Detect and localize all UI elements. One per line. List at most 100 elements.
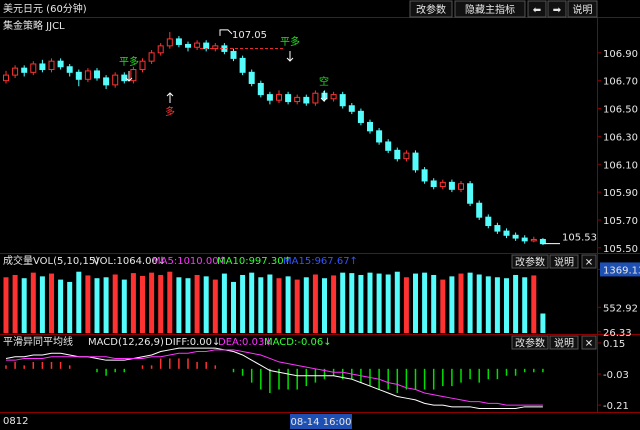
candle-body — [539, 238, 546, 245]
candle-body — [467, 183, 474, 204]
axis-highlight — [600, 262, 640, 277]
candle-body — [421, 169, 428, 182]
volume-bar — [394, 271, 400, 333]
volume-bar — [21, 278, 27, 333]
y-tick-label: 106.70 — [603, 77, 638, 88]
candle-body — [412, 152, 419, 171]
button-label[interactable]: 说明 — [573, 3, 593, 16]
y-tick-label: -0.21 — [603, 401, 629, 412]
y-tick-label: 552.92 — [603, 303, 638, 314]
button-label[interactable]: ✕ — [585, 258, 593, 269]
candle-body — [257, 82, 264, 96]
button-label[interactable]: 改参数 — [515, 337, 545, 350]
button[interactable] — [409, 0, 453, 18]
candle-body — [330, 94, 337, 100]
volume-bar — [458, 273, 464, 333]
button-label[interactable]: 隐藏主指标 — [465, 3, 515, 16]
volume-bar — [140, 275, 145, 333]
button-label[interactable]: 改参数 — [515, 256, 545, 269]
volume-bar — [385, 274, 391, 333]
volume-bar — [203, 276, 209, 333]
candle-body — [385, 141, 392, 151]
signal-arrow — [320, 91, 328, 102]
button[interactable] — [581, 254, 597, 269]
volume-bar — [194, 274, 200, 333]
candle-body — [230, 50, 237, 59]
y-tick-label: 0.15 — [603, 339, 625, 350]
candle-body — [239, 57, 246, 73]
candle-body — [439, 181, 446, 188]
volume-bar — [285, 276, 291, 333]
volume-bar — [331, 275, 337, 333]
button[interactable] — [567, 0, 598, 18]
y-tick-label: 106.50 — [603, 105, 638, 116]
button[interactable] — [511, 335, 549, 350]
macd-line — [5, 347, 543, 410]
signal-label: 平多 — [119, 55, 139, 68]
button[interactable] — [549, 335, 579, 350]
candle-body — [494, 225, 501, 232]
candle-body — [103, 77, 110, 86]
candle-body — [39, 63, 46, 71]
button-label[interactable]: ✕ — [585, 339, 593, 350]
button[interactable] — [581, 335, 597, 350]
candle-body — [30, 63, 37, 73]
volume-bar — [12, 274, 18, 333]
volume-bar — [221, 273, 227, 333]
volume-bar — [85, 275, 91, 333]
volume-bar — [376, 273, 382, 333]
volume-bar — [3, 277, 9, 333]
volume-bar — [240, 274, 246, 333]
button-label[interactable]: ➡ — [553, 5, 562, 16]
candle-body — [339, 94, 346, 107]
legend-text: DEA:0.03↓ — [218, 337, 273, 348]
legend-text: 成交量 — [3, 254, 33, 267]
volume-bar — [158, 274, 164, 333]
candle-body — [66, 66, 73, 73]
button[interactable] — [549, 254, 579, 269]
volume-bar — [167, 271, 173, 333]
cursor-time-box — [290, 414, 352, 429]
volume-bar — [540, 313, 546, 333]
candle-body — [194, 42, 201, 48]
button-label[interactable]: 改参数 — [416, 3, 446, 16]
candle-body — [12, 67, 19, 76]
signal-arrow — [286, 51, 294, 62]
volume-bar — [431, 274, 437, 333]
button[interactable] — [454, 0, 526, 18]
candle-body — [266, 94, 273, 101]
button-label[interactable]: 说明 — [554, 337, 574, 350]
volume-bar — [504, 278, 509, 333]
button[interactable] — [547, 0, 567, 18]
volume-bar — [94, 278, 100, 333]
candle-body — [130, 69, 137, 82]
volume-bar — [358, 274, 364, 333]
volume-bar — [49, 273, 54, 333]
volume-bar — [30, 272, 36, 333]
candle-body — [348, 105, 355, 112]
signal-label: 平多 — [280, 35, 300, 48]
button-label[interactable]: ⬅ — [533, 5, 541, 16]
y-tick-label: 106.30 — [603, 132, 638, 143]
candle-body — [57, 60, 64, 68]
legend-text: MA5:1010.00↑ — [152, 256, 227, 267]
button[interactable] — [511, 254, 549, 269]
volume-bar — [67, 281, 73, 333]
signal-label: 空 — [319, 75, 329, 88]
candle-body — [139, 60, 146, 71]
volume-bar — [258, 277, 264, 333]
candle-body — [530, 238, 537, 242]
signal-arrow — [125, 71, 133, 82]
legend-text: DIFF:0.00↓ — [165, 337, 220, 348]
window-title: 美元日元 (60分钟) — [3, 2, 87, 15]
macd-line — [6, 349, 543, 406]
candle-body — [476, 202, 483, 218]
volume-bar — [476, 274, 482, 333]
button[interactable] — [527, 0, 547, 18]
y-tick-label: 106.10 — [603, 160, 638, 171]
candle-body — [394, 149, 401, 160]
button-label[interactable]: 说明 — [554, 256, 574, 269]
legend-text: VOL:1064.00↓ — [93, 256, 166, 267]
